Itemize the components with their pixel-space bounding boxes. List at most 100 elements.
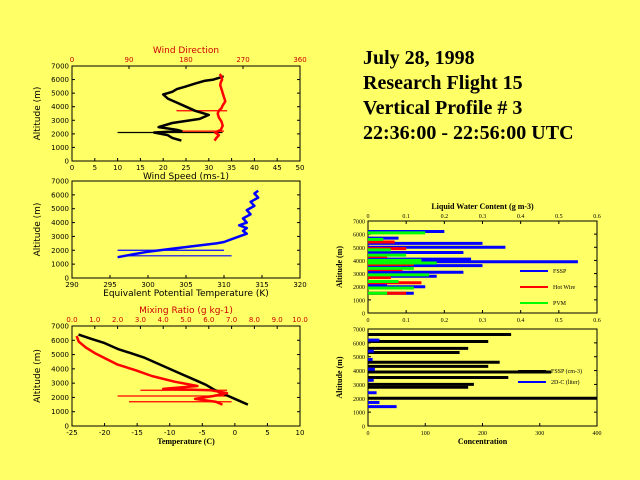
temp-xtick-label: 5 [265, 429, 269, 437]
lwc-legend-label: PVM [553, 301, 567, 307]
conc-ylabel: Altitude (m) [335, 356, 344, 398]
lwc-ytick-label: 5000 [353, 246, 365, 252]
temp-x2tick-label: 8.0 [249, 316, 260, 324]
theta-ytick-label: 5000 [51, 205, 69, 213]
lwc-ytick-label: 6000 [353, 233, 365, 239]
wind-xtick-label: 25 [182, 164, 191, 172]
wind-ytick-label: 4000 [51, 103, 69, 111]
temp-x2tick-label: 10.0 [292, 316, 308, 324]
lwc-legend-label: Hot Wire [553, 285, 575, 291]
theta-ytick-label: 1000 [51, 261, 69, 269]
wind-xtick-label: 50 [296, 164, 305, 172]
lwc-ylabel: Altitude (m) [335, 246, 344, 288]
theta-xtick-label: 305 [179, 281, 192, 289]
temp-xtick-label: -5 [199, 429, 206, 437]
theta-xlabel: Equivalent Potential Temperature (K) [103, 289, 269, 299]
wind-series-wind-direction [213, 73, 227, 142]
wind-x2tick-label: 0 [70, 56, 74, 64]
wind-xtick-label: 35 [227, 164, 236, 172]
wind-x2tick-label: 360 [293, 56, 306, 64]
lwc-ytick-label: 3000 [353, 272, 365, 278]
temp-x2tick-label: 7.0 [226, 316, 237, 324]
conc-ytick-label: 3000 [353, 383, 365, 389]
lwc-xtick-top-label: 0.3 [479, 214, 487, 220]
theta-series-theta-e [117, 189, 260, 259]
profile-number: Vertical Profile # 3 [363, 97, 523, 119]
lwc-xtick-top-label: 0.6 [593, 214, 601, 220]
wind-ytick-label: 7000 [51, 63, 69, 71]
wind-xtick-label: 10 [113, 164, 122, 172]
flight-date: July 28, 1998 [363, 47, 475, 69]
wind-xtick-label: 5 [93, 164, 97, 172]
temp-ytick-label: 2000 [51, 394, 69, 402]
lwc-ytick-label: 1000 [353, 298, 365, 304]
flight-name: Research Flight 15 [363, 72, 523, 94]
temp-ytick-label: 1000 [51, 408, 69, 416]
conc-ytick-label: 6000 [353, 341, 365, 347]
theta-frame [71, 180, 301, 279]
lwc-xtick-label: 0 [367, 318, 370, 324]
theta-xtick-label: 295 [103, 281, 116, 289]
chart-conc: 0 1000 2000 3000 4000 5000 6000 7000 0 100 200 300 4… [335, 328, 602, 447]
lwc-title: Liquid Water Content (g m-3) [431, 202, 534, 211]
temp-ytick-label: 3000 [51, 380, 69, 388]
wind-ytick-label: 2000 [51, 130, 69, 138]
temp-x2tick-label: 6.0 [203, 316, 214, 324]
chart-theta: 0 1000 2000 3000 4000 5000 6000 7000 290 295 300 30… [33, 178, 307, 300]
temp-ytick-label: 5000 [51, 351, 69, 359]
theta-ytick-label: 6000 [51, 191, 69, 199]
lwc-ytick-label: 4000 [353, 259, 365, 265]
wind-ytick-label: 3000 [51, 117, 69, 125]
wind-xlabel: Wind Speed (ms-1) [143, 172, 229, 182]
temp-x2tick-label: 9.0 [272, 316, 283, 324]
conc-legend-label: FSSP (cm-3) [551, 368, 582, 375]
lwc-xtick-label: 0.2 [441, 318, 449, 324]
theta-ytick-label: 3000 [51, 233, 69, 241]
wind-xtick-label: 0 [70, 164, 74, 172]
conc-ytick-label: 0 [362, 425, 365, 431]
lwc-xtick-label: 0.4 [517, 318, 525, 324]
wind-ytick-label: 0 [65, 158, 69, 166]
temp-ytick-label: 4000 [51, 365, 69, 373]
conc-legend-label: 2D-C (liter) [551, 379, 580, 386]
temp-x2tick-label: 5.0 [180, 316, 191, 324]
theta-ytick-label: 2000 [51, 247, 69, 255]
wind-frame [71, 65, 301, 162]
lwc-xtick-top-label: 0.2 [441, 214, 449, 220]
temp-xtick-label: 0 [233, 429, 237, 437]
wind-x2tick-label: 180 [179, 56, 192, 64]
lwc-xtick-top-label: 0.5 [555, 214, 563, 220]
conc-xlabel: Concentration [458, 437, 508, 446]
conc-xtick-label: 0 [367, 431, 370, 437]
temp-xlabel: Temperature (C) [157, 437, 215, 446]
temp-x2tick-label: 2.0 [112, 316, 123, 324]
temp-ytick-label: 0 [65, 423, 69, 431]
title-block: July 28, 1998 Research Flight 15 Vertica… [363, 46, 574, 146]
wind-xtick-label: 40 [250, 164, 259, 172]
wind-xtick-label: 15 [136, 164, 145, 172]
temp-ytick-label: 6000 [51, 337, 69, 345]
lwc-xtick-top-label: 0.1 [402, 214, 410, 220]
conc-ytick-label: 5000 [353, 355, 365, 361]
lwc-ytick-label: 0 [362, 312, 365, 318]
temp-x2tick-label: 1.0 [89, 316, 100, 324]
temp-xtick-label: -10 [164, 429, 175, 437]
conc-xtick-label: 400 [593, 431, 602, 437]
conc-ytick-label: 7000 [353, 328, 365, 334]
theta-xtick-label: 320 [293, 281, 306, 289]
temp-x2label: Mixing Ratio (g kg-1) [139, 306, 233, 316]
conc-ytick-label: 2000 [353, 397, 365, 403]
temp-xtick-label: -15 [131, 429, 142, 437]
conc-xtick-label: 200 [478, 431, 487, 437]
theta-ytick-label: 4000 [51, 219, 69, 227]
theta-xtick-label: 290 [65, 281, 78, 289]
lwc-xtick-top-label: 0.4 [517, 214, 525, 220]
conc-ytick-label: 4000 [353, 369, 365, 375]
theta-ytick-label: 0 [65, 275, 69, 283]
wind-x2label: Wind Direction [153, 46, 219, 56]
lwc-xtick-top-label: 0 [367, 214, 370, 220]
conc-ytick-label: 1000 [353, 411, 365, 417]
theta-xtick-label: 315 [255, 281, 268, 289]
